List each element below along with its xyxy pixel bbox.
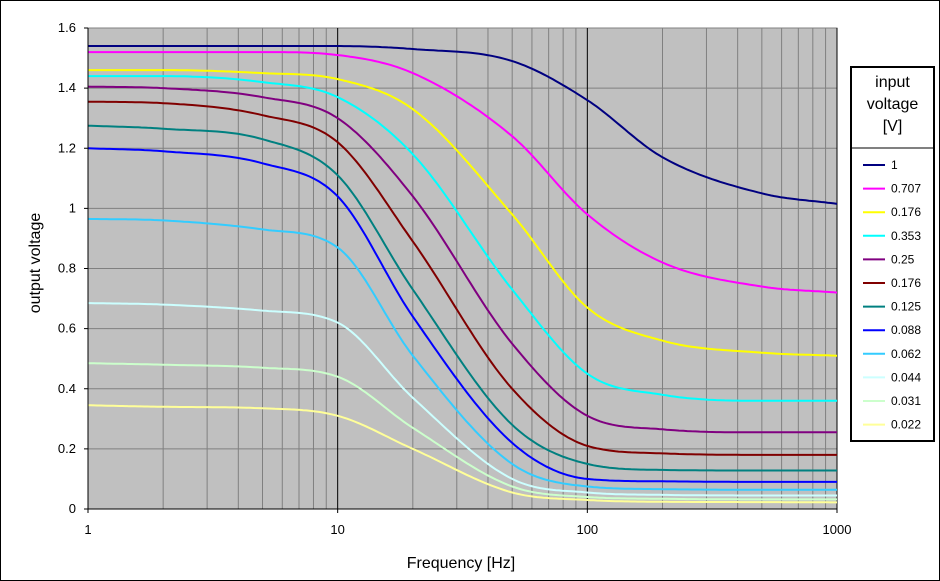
legend-label-8: 0.062	[891, 347, 921, 361]
x-tick-label: 10	[330, 522, 344, 537]
legend-title-line: [V]	[883, 118, 903, 135]
x-tick-label: 100	[576, 522, 598, 537]
series-line-5	[88, 100, 837, 456]
series-line-4	[87, 85, 837, 434]
series-line-3	[88, 75, 837, 402]
legend-label-0: 1	[891, 158, 898, 172]
legend-label-7: 0.088	[891, 323, 921, 337]
legend-label-6: 0.125	[891, 300, 921, 314]
y-tick-label: 1.4	[58, 80, 76, 95]
legend-title-line: voltage	[867, 96, 919, 113]
legend-label-2: 0.176	[891, 205, 921, 219]
y-axis-title: output voltage	[27, 213, 44, 314]
series-line-9	[88, 302, 837, 497]
series-line-0	[88, 45, 838, 205]
legend-label-10: 0.031	[891, 394, 921, 408]
y-tick-label: 1	[69, 200, 76, 215]
y-tick-label: 0.8	[58, 261, 76, 276]
y-tick-label: 0	[69, 501, 76, 516]
series-line-11	[88, 404, 837, 504]
series-line-6	[87, 124, 837, 472]
x-tick-label: 1000	[823, 522, 852, 537]
legend-label-11: 0.022	[891, 418, 921, 432]
legend-box	[850, 66, 935, 442]
series-line-7	[87, 147, 837, 483]
legend-label-3: 0.353	[891, 229, 921, 243]
series-line-2	[88, 69, 838, 357]
y-tick-label: 0.4	[58, 381, 76, 396]
x-axis-title: Frequency [Hz]	[407, 555, 515, 572]
y-tick-label: 0.6	[58, 321, 76, 336]
x-tick-label: 1	[84, 522, 91, 537]
series-line-8	[87, 217, 837, 491]
legend-label-9: 0.044	[891, 370, 921, 384]
y-tick-label: 1.2	[58, 140, 76, 155]
series-line-1	[88, 51, 838, 294]
legend-label-1: 0.707	[891, 182, 921, 196]
y-tick-label: 1.6	[58, 20, 76, 35]
legend-label-4: 0.25	[891, 252, 915, 266]
series-line-10	[87, 362, 837, 501]
y-tick-label: 0.2	[58, 441, 76, 456]
legend-title-line: input	[875, 74, 910, 91]
legend-label-5: 0.176	[891, 276, 921, 290]
